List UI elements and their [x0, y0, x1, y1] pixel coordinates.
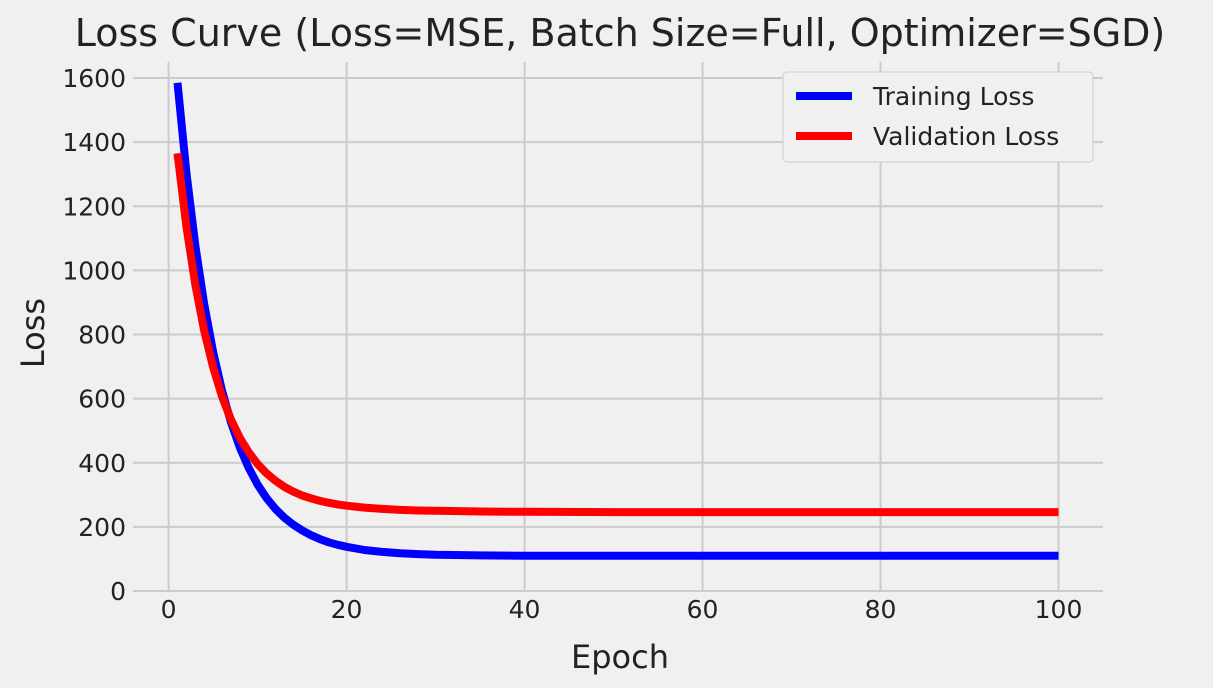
- series-line-validation-loss: [173, 152, 1059, 517]
- y-tick-label: 600: [78, 385, 126, 414]
- series-layer: [173, 82, 1059, 560]
- legend-label-training: Training Loss: [872, 82, 1034, 111]
- x-tick-label: 0: [161, 595, 177, 624]
- y-tick-label: 1600: [62, 64, 126, 93]
- x-tick-label: 80: [865, 595, 897, 624]
- y-tick-label: 1200: [62, 192, 126, 221]
- y-tick-label: 1000: [62, 256, 126, 285]
- x-tick-label: 20: [331, 595, 363, 624]
- legend-label-validation: Validation Loss: [873, 122, 1059, 151]
- legend-box: [782, 71, 1094, 163]
- y-axis-title: Loss: [14, 298, 52, 368]
- y-tick-label: 800: [78, 321, 126, 350]
- y-tick-label: 400: [78, 449, 126, 478]
- y-tick-label: 1400: [62, 128, 126, 157]
- chart-title: Loss Curve (Loss=MSE, Batch Size=Full, O…: [75, 11, 1166, 55]
- y-tick-label: 200: [78, 513, 126, 542]
- legend: Training Loss Validation Loss: [782, 71, 1094, 163]
- x-tick-label: 60: [687, 595, 719, 624]
- x-tick-label: 100: [1035, 595, 1083, 624]
- tick-labels: 0 20 40 60 80 1000200400600800100012001400160…: [62, 64, 1082, 624]
- y-tick-label: 0: [110, 577, 126, 606]
- x-axis-title: Epoch: [571, 638, 669, 676]
- x-tick-label: 40: [509, 595, 541, 624]
